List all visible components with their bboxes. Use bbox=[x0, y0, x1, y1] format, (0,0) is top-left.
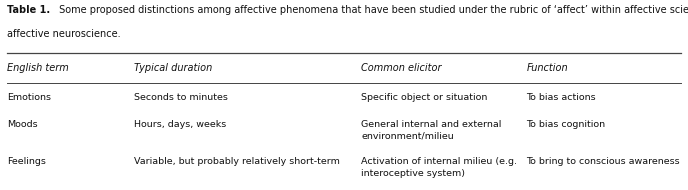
Text: Activation of internal milieu (e.g.
interoceptive system): Activation of internal milieu (e.g. inte… bbox=[361, 157, 517, 177]
Text: affective neuroscience.: affective neuroscience. bbox=[7, 29, 120, 40]
Text: Seconds to minutes: Seconds to minutes bbox=[134, 93, 228, 102]
Text: To bring to conscious awareness: To bring to conscious awareness bbox=[526, 157, 680, 166]
Text: To bias cognition: To bias cognition bbox=[526, 120, 605, 129]
Text: Specific object or situation: Specific object or situation bbox=[361, 93, 488, 102]
Text: Variable, but probably relatively short-term: Variable, but probably relatively short-… bbox=[134, 157, 340, 166]
Text: Function: Function bbox=[526, 63, 568, 73]
Text: Moods: Moods bbox=[7, 120, 38, 129]
Text: English term: English term bbox=[7, 63, 69, 73]
Text: Table 1.: Table 1. bbox=[7, 5, 50, 15]
Text: To bias actions: To bias actions bbox=[526, 93, 596, 102]
Text: Hours, days, weeks: Hours, days, weeks bbox=[134, 120, 226, 129]
Text: Common elicitor: Common elicitor bbox=[361, 63, 442, 73]
Text: Some proposed distinctions among affective phenomena that have been studied unde: Some proposed distinctions among affecti… bbox=[56, 5, 688, 15]
Text: General internal and external
environment/milieu: General internal and external environmen… bbox=[361, 120, 502, 140]
Text: Typical duration: Typical duration bbox=[134, 63, 213, 73]
Text: Emotions: Emotions bbox=[7, 93, 51, 102]
Text: Feelings: Feelings bbox=[7, 157, 46, 166]
